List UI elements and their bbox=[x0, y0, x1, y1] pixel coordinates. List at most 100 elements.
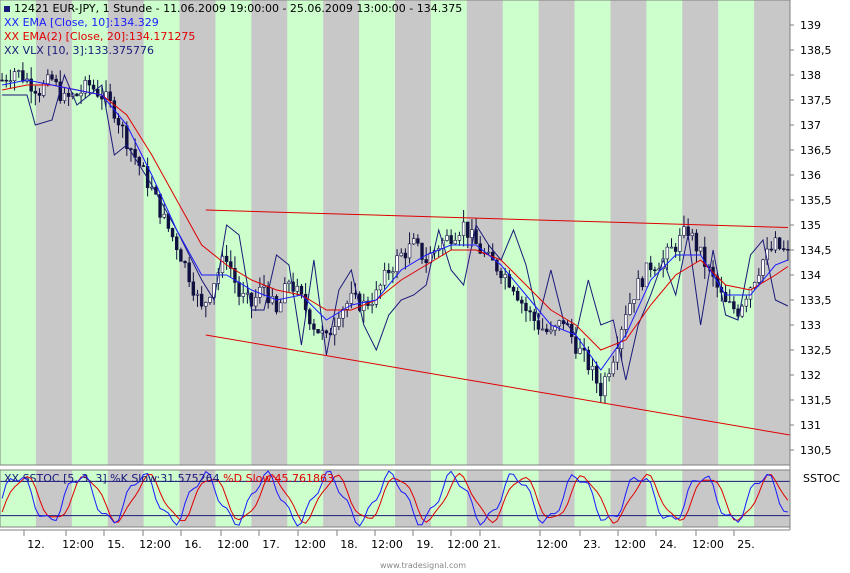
candle-body bbox=[586, 349, 591, 371]
candle-body bbox=[449, 235, 453, 245]
x-tick-label: 12:00 bbox=[536, 538, 568, 551]
candle-body bbox=[195, 293, 200, 296]
session-band bbox=[215, 470, 252, 527]
candle-body bbox=[528, 310, 532, 313]
x-tick-label: 19. bbox=[416, 538, 434, 551]
ema10-line bbox=[2, 79, 789, 371]
upper-trendline bbox=[205, 209, 788, 228]
candle-body bbox=[349, 292, 354, 304]
candle-body bbox=[624, 314, 628, 330]
candle-body bbox=[536, 320, 541, 330]
y-tick-label: 133,5 bbox=[800, 294, 832, 307]
candle-body bbox=[100, 95, 104, 100]
session-band bbox=[107, 470, 145, 527]
candle-body bbox=[757, 275, 761, 283]
candle-body bbox=[777, 237, 782, 249]
session-band bbox=[430, 0, 468, 465]
x-tick-label: 15. bbox=[107, 538, 125, 551]
candle-body bbox=[254, 297, 258, 307]
candle-body bbox=[204, 302, 208, 307]
sstoc-k-line bbox=[1, 470, 788, 527]
x-tick-label: 12:00 bbox=[447, 538, 479, 551]
candle-body bbox=[703, 246, 707, 267]
candle-body bbox=[470, 229, 474, 238]
candle-body bbox=[590, 365, 595, 371]
candle-body bbox=[229, 261, 233, 269]
candle-body bbox=[21, 70, 25, 82]
x-tick-label: 12:00 bbox=[139, 538, 171, 551]
legend-sstoc[interactable]: XX SSTOC [5, 3, 3] %K Slow:31.575264 %D … bbox=[4, 472, 334, 485]
candle-body bbox=[337, 317, 341, 327]
legend-ema10[interactable]: XX EMA [Close, 10]:134.329 bbox=[4, 16, 159, 29]
candle-body bbox=[728, 301, 732, 303]
y-tick-label: 139 bbox=[800, 19, 821, 32]
session-band bbox=[574, 470, 611, 527]
candle-body bbox=[241, 293, 245, 297]
session-band bbox=[0, 470, 37, 527]
candle-body bbox=[387, 269, 391, 274]
candle-body bbox=[199, 293, 204, 307]
candle-body bbox=[603, 376, 607, 397]
candle-body bbox=[698, 246, 703, 252]
session-band bbox=[430, 470, 468, 527]
x-tick-label: 16. bbox=[184, 538, 202, 551]
candle-body bbox=[87, 80, 92, 86]
candle-body bbox=[191, 281, 196, 296]
y-tick-label: 134 bbox=[800, 269, 821, 282]
legend-ema20[interactable]: XX EMA(2) [Close, 20]:134.171275 bbox=[4, 30, 196, 43]
session-band bbox=[682, 470, 719, 527]
candle-body bbox=[723, 291, 728, 303]
candle-body bbox=[17, 70, 21, 72]
candle-body bbox=[79, 92, 83, 97]
session-band bbox=[754, 0, 791, 465]
candle-body bbox=[224, 255, 229, 262]
session-band bbox=[610, 470, 647, 527]
candle-body bbox=[278, 302, 283, 313]
candle-body bbox=[341, 309, 345, 319]
candle-body bbox=[424, 259, 428, 263]
x-tick-label: 24. bbox=[659, 538, 677, 551]
candle-body bbox=[208, 296, 212, 303]
candle-body bbox=[0, 79, 4, 82]
candle-body bbox=[179, 249, 183, 262]
session-band bbox=[502, 0, 540, 465]
candle-body bbox=[66, 92, 71, 97]
y-tick-label: 137,5 bbox=[800, 94, 832, 107]
candle-body bbox=[312, 323, 316, 330]
session-band bbox=[395, 0, 432, 465]
sstoc-panel-title: SSTOC bbox=[803, 472, 841, 485]
session-band bbox=[215, 0, 252, 465]
candle-body bbox=[46, 74, 50, 84]
x-tick-label: 12. bbox=[27, 538, 45, 551]
candle-body bbox=[611, 361, 615, 375]
candle-body bbox=[274, 296, 279, 313]
session-band bbox=[71, 0, 109, 465]
legend-vlx[interactable]: XX VLX [10, 3]:133.375776 bbox=[4, 44, 155, 57]
candle-body bbox=[553, 325, 557, 331]
candle-body bbox=[12, 71, 17, 82]
session-band bbox=[35, 0, 73, 465]
candle-body bbox=[382, 269, 387, 286]
candle-body bbox=[308, 309, 312, 325]
candle-body bbox=[120, 124, 125, 127]
candle-body bbox=[678, 235, 682, 252]
x-tick-label: 12:00 bbox=[371, 538, 403, 551]
candle-body bbox=[391, 271, 395, 274]
candle-body bbox=[607, 373, 611, 378]
candle-body bbox=[170, 228, 175, 238]
candle-body bbox=[515, 290, 520, 301]
candle-body bbox=[673, 246, 678, 252]
symbol-icon bbox=[4, 6, 10, 12]
candle-body bbox=[91, 84, 96, 90]
y-tick-label: 131,5 bbox=[800, 394, 832, 407]
candle-body bbox=[690, 232, 694, 236]
candle-body bbox=[474, 229, 478, 245]
candle-body bbox=[220, 255, 225, 274]
candle-body bbox=[782, 248, 786, 250]
y-tick-label: 135,5 bbox=[800, 194, 832, 207]
candle-body bbox=[503, 274, 507, 279]
session-band bbox=[466, 470, 504, 527]
session-bands bbox=[0, 0, 791, 527]
candle-body bbox=[457, 235, 462, 241]
